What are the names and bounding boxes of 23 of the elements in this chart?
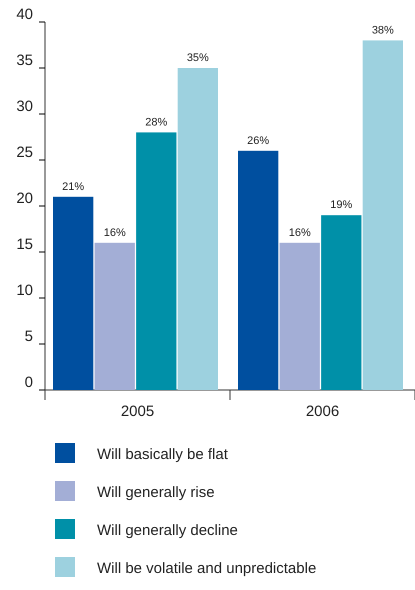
data-label: 16% <box>288 226 311 239</box>
y-tick-label: 20 <box>16 190 33 207</box>
data-label: 19% <box>330 199 352 212</box>
data-label: 28% <box>145 116 168 128</box>
y-tick-label: 35 <box>16 52 33 69</box>
y-tick-label: 0 <box>24 374 33 391</box>
data-label: 26% <box>247 134 270 147</box>
y-tick-label: 40 <box>16 6 33 23</box>
x-tick-label: 2005 <box>120 403 154 420</box>
y-tick-label: 5 <box>24 328 33 345</box>
legend-label: Will basically be flat <box>97 446 229 463</box>
legend-label: Will generally decline <box>97 522 238 539</box>
y-tick-label: 15 <box>16 236 33 253</box>
legend-label: Will generally rise <box>97 484 215 501</box>
legend-label: Will be volatile and unpredictable <box>97 560 316 577</box>
y-tick-label: 10 <box>16 282 33 299</box>
data-label: 38% <box>372 24 394 36</box>
data-label: 35% <box>186 52 210 64</box>
x-tick-label: 2006 <box>306 403 340 420</box>
data-label: 16% <box>104 226 126 239</box>
data-label: 21% <box>62 180 84 193</box>
y-tick-label: 25 <box>16 144 33 161</box>
y-tick-label: 30 <box>16 98 33 115</box>
